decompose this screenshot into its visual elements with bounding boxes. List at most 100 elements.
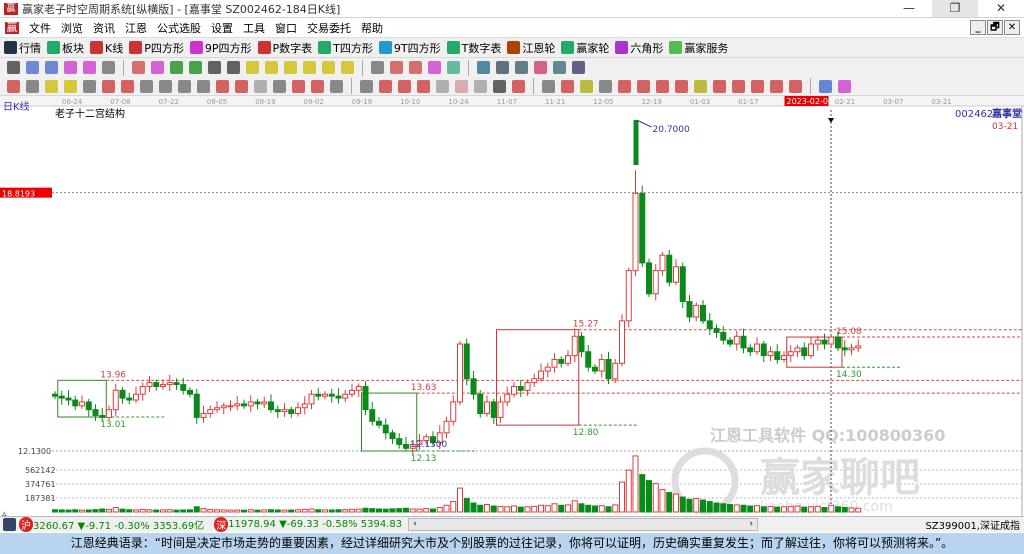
close-button[interactable]: ✕ — [995, 1, 1007, 15]
menu-7[interactable]: 窗口 — [275, 21, 297, 35]
tool-icon-14[interactable] — [284, 61, 297, 74]
tool-icon-16[interactable] — [322, 61, 335, 74]
tool-icon-23[interactable] — [455, 79, 468, 93]
toolbar-button-2[interactable]: K线 — [90, 40, 123, 56]
tool-icon-0[interactable] — [7, 79, 20, 93]
horizontal-scrollbar[interactable]: ‹ › — [408, 518, 759, 531]
tool-icon-24[interactable] — [496, 61, 509, 74]
tool-icon-37[interactable] — [732, 79, 745, 93]
menu-3[interactable]: 江恩 — [125, 21, 147, 35]
scroll-left-button[interactable]: ‹ — [413, 519, 417, 529]
tool-icon-6[interactable] — [132, 61, 145, 74]
menu-0[interactable]: 文件 — [29, 21, 51, 35]
tool-icon-11[interactable] — [227, 61, 240, 74]
toolbar-button-5[interactable]: P数字表 — [257, 40, 312, 56]
tool-icon-36[interactable] — [713, 79, 726, 93]
menu-8[interactable]: 交易委托 — [307, 21, 351, 35]
tool-icon-7[interactable] — [140, 79, 153, 93]
tool-icon-17[interactable] — [341, 61, 354, 74]
tool-icon-15[interactable] — [292, 79, 305, 93]
tool-icon-24[interactable] — [474, 79, 487, 93]
tool-icon-26[interactable] — [534, 61, 547, 74]
tool-icon-21[interactable] — [417, 79, 430, 93]
tool-icon-1[interactable] — [26, 61, 39, 74]
tool-icon-12[interactable] — [246, 61, 259, 74]
tool-icon-26[interactable] — [512, 79, 525, 93]
tool-icon-4[interactable] — [83, 79, 96, 93]
tool-icon-19[interactable] — [379, 79, 392, 93]
tool-icon-33[interactable] — [656, 79, 669, 93]
tool-icon-6[interactable] — [121, 79, 134, 93]
toolbar-button-6[interactable]: T四方形 — [318, 40, 373, 56]
tool-icon-32[interactable] — [637, 79, 650, 93]
tool-icon-10[interactable] — [197, 79, 210, 93]
tool-icon-19[interactable] — [390, 61, 403, 74]
tool-icon-8[interactable] — [159, 79, 172, 93]
kline-chart[interactable]: 06-24 07-08 07-22 08-05 08-19 09-02 09-19 10-10… — [0, 96, 1024, 516]
tool-icon-39[interactable] — [770, 79, 783, 93]
tool-icon-0[interactable] — [7, 61, 20, 74]
menu-1[interactable]: 浏览 — [61, 21, 83, 35]
tool-icon-27[interactable] — [553, 61, 566, 74]
tool-icon-23[interactable] — [477, 61, 490, 74]
tool-icon-1[interactable] — [26, 79, 39, 93]
menu-2[interactable]: 资讯 — [93, 21, 115, 35]
tool-icon-14[interactable] — [273, 79, 286, 93]
tool-icon-29[interactable] — [580, 79, 593, 93]
minimize-button[interactable]: — — [903, 1, 915, 15]
toolbar-button-7[interactable]: 9T四方形 — [378, 40, 441, 56]
toolbar-button-0[interactable]: 行情 — [4, 40, 41, 56]
tool-icon-20[interactable] — [398, 79, 411, 93]
tool-icon-38[interactable] — [751, 79, 764, 93]
tool-icon-15[interactable] — [303, 61, 316, 74]
tool-icon-11[interactable] — [216, 79, 229, 93]
tool-icon-2[interactable] — [45, 79, 58, 93]
tool-icon-10[interactable] — [208, 61, 221, 74]
tool-icon-3[interactable] — [64, 79, 77, 93]
tool-icon-9[interactable] — [178, 79, 191, 93]
toolbar-button-4[interactable]: 9P四方形 — [189, 40, 252, 56]
toolbar-button-12[interactable]: 赢家服务 — [669, 40, 728, 56]
toolbar-button-9[interactable]: 江恩轮 — [507, 40, 555, 56]
mdi-restore-button[interactable]: 🗗 — [987, 20, 1003, 35]
tool-icon-12[interactable] — [235, 79, 248, 93]
tool-icon-34[interactable] — [675, 79, 688, 93]
maximize-button[interactable]: ❐ — [932, 0, 978, 17]
tool-icon-5[interactable] — [102, 79, 115, 93]
tool-icon-41[interactable] — [819, 79, 832, 93]
toolbar-button-8[interactable]: T数字表 — [446, 40, 501, 56]
tool-icon-13[interactable] — [265, 61, 278, 74]
scroll-right-button[interactable]: › — [749, 519, 754, 529]
tool-icon-21[interactable] — [428, 61, 441, 74]
tool-icon-20[interactable] — [409, 61, 422, 74]
tool-icon-22[interactable] — [436, 79, 449, 93]
tool-icon-7[interactable] — [151, 61, 164, 74]
toolbar-button-11[interactable]: 六角形 — [615, 40, 663, 56]
mdi-minimize-button[interactable]: _ — [970, 20, 986, 35]
tool-icon-8[interactable] — [170, 61, 183, 74]
tool-icon-40[interactable] — [789, 79, 802, 93]
tool-icon-17[interactable] — [330, 79, 343, 93]
toolbar-button-1[interactable]: 板块 — [47, 40, 84, 56]
tool-icon-5[interactable] — [102, 61, 115, 74]
toolbar-button-3[interactable]: P四方形 — [129, 40, 184, 56]
tool-icon-4[interactable] — [83, 61, 96, 74]
tool-icon-3[interactable] — [64, 61, 77, 74]
sh-index-quote[interactable]: 3260.67 ▼-9.71 -0.30% 3353.69亿 — [33, 521, 205, 532]
tool-icon-31[interactable] — [618, 79, 631, 93]
tool-icon-18[interactable] — [371, 61, 384, 74]
menu-4[interactable]: 公式选股 — [157, 21, 201, 35]
tool-icon-35[interactable] — [694, 79, 707, 93]
tool-icon-13[interactable] — [254, 79, 267, 93]
tool-icon-42[interactable] — [838, 79, 851, 93]
menu-6[interactable]: 工具 — [243, 21, 265, 35]
menu-9[interactable]: 帮助 — [361, 21, 383, 35]
tool-icon-25[interactable] — [493, 79, 506, 93]
tool-icon-18[interactable] — [360, 79, 373, 93]
sz-index-quote[interactable]: 11978.94 ▼-69.33 -0.58% 5394.83 — [228, 519, 403, 530]
tool-icon-27[interactable] — [542, 79, 555, 93]
grid-icon[interactable] — [3, 518, 16, 531]
index-selector[interactable]: SZ399001,深证成指 — [925, 521, 1020, 532]
tool-icon-9[interactable] — [189, 61, 202, 74]
tool-icon-22[interactable] — [447, 61, 460, 74]
